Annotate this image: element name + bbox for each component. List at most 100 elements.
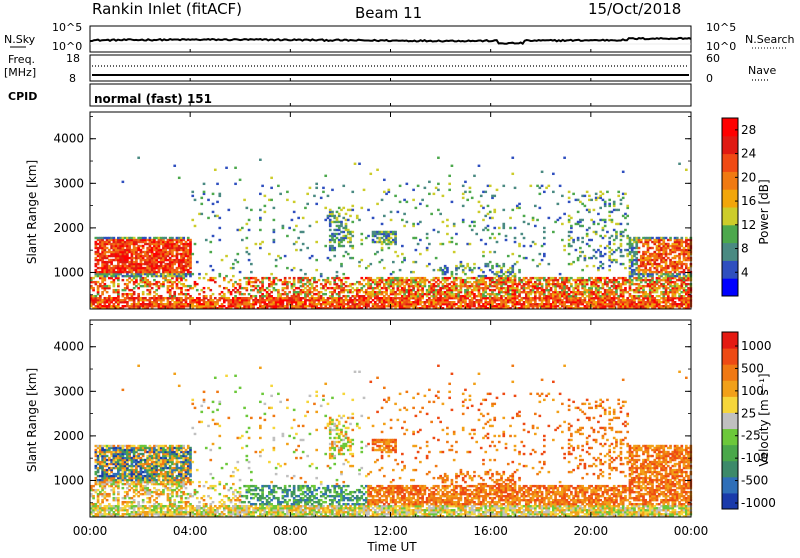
echo-cell [487,225,490,227]
echo-cell [297,277,300,279]
echo-cell [489,293,492,295]
echo-cell [171,303,174,305]
echo-cell [367,235,370,237]
echo-cell [363,285,366,287]
echo-cell [633,295,636,297]
echo-cell [622,277,625,279]
echo-cell [482,275,485,277]
echo-cell [640,239,643,241]
echo-cell [484,281,487,283]
echo-cell [214,281,217,283]
echo-cell [374,241,377,243]
echo-cell [198,273,201,275]
echo-cell [110,251,113,253]
echo-cell [561,223,564,225]
echo-cell [579,255,582,257]
echo-cell [669,245,672,247]
echo-cell [455,233,458,235]
echo-cell [207,279,210,281]
echo-cell [608,241,611,243]
echo-cell [410,271,413,273]
echo-cell [410,301,413,303]
echo-cell [236,297,239,299]
echo-cell [435,277,438,279]
echo-cell [279,193,282,195]
echo-cell [561,195,564,197]
echo-cell [360,243,363,245]
echo-cell [550,277,553,279]
echo-cell [489,261,492,263]
echo-cell [644,257,647,259]
echo-cell [464,267,467,269]
echo-cell [471,269,474,271]
echo-cell [313,195,316,197]
echo-cell [302,283,305,285]
freq-label-2: [MHz] [4,66,36,79]
echo-cell [236,229,239,231]
echo-cell [536,277,539,279]
echo-cell [552,173,555,175]
echo-cell [505,239,508,241]
echo-cell [218,285,221,287]
echo-cell [104,237,107,239]
echo-cell [595,231,598,233]
echo-cell [525,287,528,289]
echo-cell [218,305,221,307]
echo-cell [342,255,345,257]
echo-cell [223,293,226,295]
echo-cell [518,269,521,271]
echo-cell [356,281,359,283]
echo-cell [532,259,535,261]
echo-cell [259,247,262,249]
echo-cell [146,289,149,291]
echo-cell [590,281,593,283]
echo-cell [559,217,562,219]
echo-cell [469,187,472,189]
echo-cell [579,277,582,279]
echo-cell [264,195,267,197]
echo-cell [367,209,370,211]
echo-cell [284,291,287,293]
echo-cell [581,219,584,221]
echo-cell [525,281,528,283]
echo-cell [392,239,395,241]
echo-cell [622,255,625,257]
echo-cell [270,273,273,275]
echo-cell [250,271,253,273]
echo-cell [509,227,512,229]
echo-cell [194,199,197,201]
echo-cell [525,257,528,259]
echo-cell [284,277,287,279]
echo-cell [153,295,156,297]
echo-cell [442,195,445,197]
echo-cell [216,201,219,203]
echo-cell [142,291,145,293]
echo-cell [410,277,413,279]
echo-cell [597,223,600,225]
echo-cell [471,197,474,199]
echo-cell [543,253,546,255]
echo-cell [189,295,192,297]
echo-cell [543,243,546,245]
echo-cell [128,261,131,263]
echo-cell [273,297,276,299]
echo-cell [622,231,625,233]
echo-cell [525,305,528,307]
echo-cell [309,257,312,259]
echo-cell [392,297,395,299]
echo-cell [453,301,456,303]
echo-cell [146,303,149,305]
echo-cell [415,261,418,263]
echo-cell [212,193,215,195]
echo-cell [620,243,623,245]
echo-cell [680,261,683,263]
echo-cell [293,201,296,203]
echo-cell [435,285,438,287]
echo-cell [563,157,566,159]
echo-cell [579,291,582,293]
echo-cell [286,199,289,201]
echo-cell [387,295,390,297]
echo-cell [209,289,212,291]
echo-cell [122,181,125,183]
echo-cell [374,231,377,233]
